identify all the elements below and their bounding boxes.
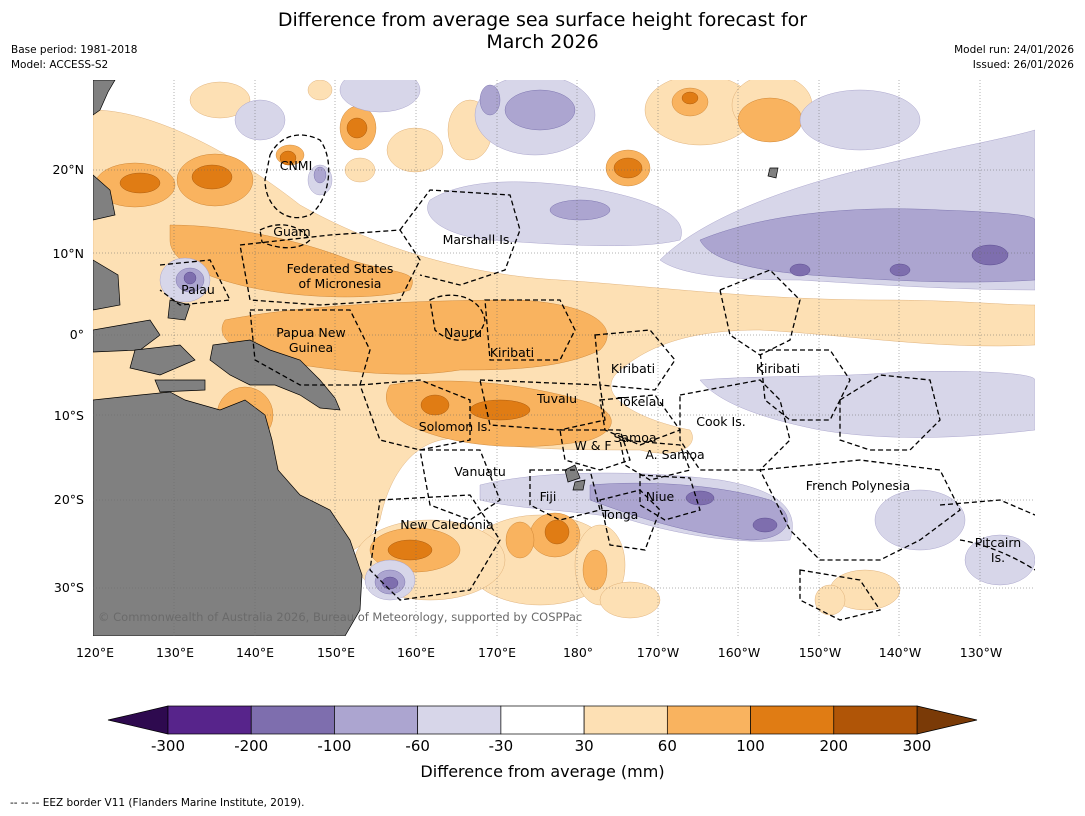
colorbar bbox=[107, 705, 978, 735]
region-labels: CNMI Guam Marshall Is. Federated States … bbox=[181, 158, 1021, 565]
x-tick: 150°W bbox=[799, 645, 841, 660]
colorbar-tick-label: 200 bbox=[819, 737, 849, 755]
colorbar-tick-label: -100 bbox=[317, 737, 352, 755]
label-marshall: Marshall Is. bbox=[443, 232, 514, 247]
label-pitcairn-line2: Is. bbox=[991, 550, 1005, 565]
label-kiribati-east: Kiribati bbox=[756, 361, 800, 376]
label-american-samoa: A. Samoa bbox=[645, 447, 704, 462]
colorbar-tick-label: -200 bbox=[234, 737, 269, 755]
x-axis-labels: 120°E 130°E 140°E 150°E 160°E 170°E 180°… bbox=[76, 645, 1002, 660]
model-run: Model run: 24/01/2026 bbox=[954, 44, 1074, 56]
anomaly-neg100-200 bbox=[183, 244, 1009, 590]
colorbar-over-arrow bbox=[916, 705, 978, 735]
colorbar-tick-label: 60 bbox=[657, 737, 677, 755]
colorbar-tick-label: -60 bbox=[405, 737, 430, 755]
label-png-line1: Papua New bbox=[276, 325, 345, 340]
label-new-caledonia: New Caledonia bbox=[400, 517, 493, 532]
label-fsm-line1: Federated States bbox=[287, 261, 394, 276]
title-line-1: Difference from average sea surface heig… bbox=[277, 9, 808, 31]
anomaly-field: CNMI Guam Marshall Is. Federated States … bbox=[93, 80, 1035, 636]
land-masses bbox=[93, 80, 779, 636]
label-wallis-futuna: W & F bbox=[574, 438, 611, 453]
title-line-2: March 2026 bbox=[486, 31, 599, 53]
colorbar-segment bbox=[334, 705, 419, 735]
x-tick: 160°W bbox=[718, 645, 760, 660]
model-name: Model: ACCESS-S2 bbox=[11, 59, 109, 71]
colorbar-under-arrow bbox=[107, 705, 169, 735]
label-french-polynesia: French Polynesia bbox=[806, 478, 910, 493]
colorbar-title: Difference from average (mm) bbox=[420, 762, 665, 781]
x-tick: 170°W bbox=[637, 645, 679, 660]
eez-borders bbox=[159, 134, 1035, 621]
label-palau: Palau bbox=[181, 282, 215, 297]
label-tuvalu: Tuvalu bbox=[536, 391, 577, 406]
x-tick: 140°E bbox=[236, 645, 274, 660]
colorbar-segment bbox=[750, 705, 835, 735]
label-fsm-line2: of Micronesia bbox=[299, 276, 382, 291]
eez-footnote: -- -- -- EEZ border V11 (Flanders Marine… bbox=[10, 797, 305, 809]
x-tick: 120°E bbox=[76, 645, 114, 660]
x-tick: 160°E bbox=[397, 645, 435, 660]
label-solomon: Solomon Is. bbox=[419, 419, 492, 434]
copyright-notice: © Commonwealth of Australia 2026, Bureau… bbox=[98, 610, 582, 624]
label-png-line2: Guinea bbox=[289, 340, 333, 355]
y-tick: 10°N bbox=[52, 246, 84, 261]
label-vanuatu: Vanuatu bbox=[454, 464, 506, 479]
label-guam: Guam bbox=[273, 224, 310, 239]
label-tonga: Tonga bbox=[601, 507, 639, 522]
colorbar-tick-label: 100 bbox=[736, 737, 765, 755]
x-tick: 170°E bbox=[478, 645, 516, 660]
label-kiribati-central: Kiribati bbox=[611, 361, 655, 376]
y-axis-labels: 20°N 10°N 0° 10°S 20°S 30°S bbox=[52, 162, 84, 595]
y-tick: 20°N bbox=[52, 162, 84, 177]
label-kiribati-west: Kiribati bbox=[490, 345, 534, 360]
x-tick: 180° bbox=[563, 645, 593, 660]
x-tick: 130°W bbox=[960, 645, 1002, 660]
colorbar-tick-label: 300 bbox=[902, 737, 932, 755]
issued-date: Issued: 26/01/2026 bbox=[972, 59, 1074, 71]
colorbar-segment bbox=[583, 705, 668, 735]
colorbar-tick-label: -30 bbox=[488, 737, 514, 755]
colorbar-segment bbox=[417, 705, 502, 735]
colorbar-segment bbox=[167, 705, 252, 735]
x-tick: 140°W bbox=[879, 645, 921, 660]
label-cnmi: CNMI bbox=[280, 158, 313, 173]
label-samoa: Samoa bbox=[613, 430, 656, 445]
colorbar-tick-label: 30 bbox=[574, 737, 594, 755]
label-pitcairn-line1: Pitcairn bbox=[975, 535, 1021, 550]
base-period: Base period: 1981-2018 bbox=[11, 44, 138, 56]
y-tick: 20°S bbox=[54, 492, 84, 507]
y-tick: 30°S bbox=[54, 580, 84, 595]
colorbar-segment bbox=[250, 705, 335, 735]
label-fiji: Fiji bbox=[540, 489, 557, 504]
colorbar-tick-label: -300 bbox=[150, 737, 186, 755]
y-tick: 0° bbox=[70, 327, 84, 342]
y-tick: 10°S bbox=[54, 408, 84, 423]
label-cook-islands: Cook Is. bbox=[696, 414, 745, 429]
graticule bbox=[93, 80, 1035, 636]
label-niue: Niue bbox=[646, 489, 675, 504]
x-tick: 150°E bbox=[317, 645, 355, 660]
x-tick: 130°E bbox=[156, 645, 194, 660]
colorbar-segment bbox=[500, 705, 585, 735]
colorbar-segment bbox=[833, 705, 918, 735]
colorbar-segment bbox=[666, 705, 751, 735]
label-tokelau: Tokelau bbox=[617, 394, 665, 409]
label-nauru: Nauru bbox=[444, 325, 482, 340]
